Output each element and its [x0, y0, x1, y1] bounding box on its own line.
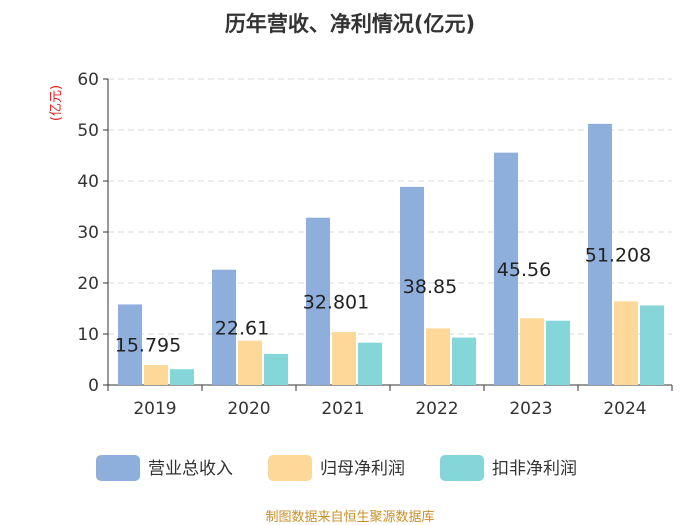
- y-axis-unit-label: (亿元): [49, 85, 64, 121]
- y-tick-label: 30: [77, 223, 99, 243]
- data-label-2023: 45.56: [497, 259, 551, 281]
- bar-扣非净利润-2019: [170, 369, 194, 385]
- bar-营业总收入-2020: [212, 269, 236, 385]
- legend: 营业总收入 归母净利润 扣非净利润: [96, 455, 577, 481]
- y-tick-label: 0: [88, 376, 99, 396]
- data-label-2024: 51.208: [585, 244, 651, 266]
- bar-扣非净利润-2022: [452, 337, 476, 385]
- y-tick-label: 20: [77, 274, 99, 294]
- x-tick-label: 2022: [415, 399, 458, 419]
- y-tick-label: 60: [77, 70, 99, 90]
- bar-归母净利润-2024: [614, 301, 638, 385]
- bar-归母净利润-2021: [332, 331, 356, 385]
- chart-title: 历年营收、净利情况(亿元): [224, 12, 476, 36]
- bar-扣非净利润-2024: [640, 305, 664, 385]
- data-label-2021: 32.801: [303, 291, 369, 313]
- y-tick-label: 10: [77, 325, 99, 345]
- axes: 0 10 20 30 40 50 60 2019 2020 2021 2022 2023 2024: [77, 70, 673, 419]
- x-tick-label: 2023: [509, 399, 552, 419]
- x-tick-label: 2024: [603, 399, 646, 419]
- x-tick-label: 2019: [133, 399, 176, 419]
- legend-label: 归母净利润: [320, 459, 405, 479]
- legend-label: 营业总收入: [148, 459, 233, 479]
- y-tick-label: 50: [77, 121, 99, 141]
- data-label-2022: 38.85: [403, 276, 457, 298]
- bars: [118, 123, 664, 385]
- data-label-2020: 22.61: [215, 317, 269, 339]
- bar-归母净利润-2019: [144, 365, 168, 385]
- bar-营业总收入-2024: [588, 123, 612, 385]
- legend-swatch: [268, 455, 312, 481]
- source-note: 制图数据来自恒生聚源数据库: [265, 510, 435, 525]
- bar-扣非净利润-2020: [264, 353, 288, 385]
- data-label-2019: 15.795: [115, 335, 181, 357]
- data-labels: 15.795 22.61 32.801 38.85 45.56 51.208: [115, 244, 651, 356]
- gridlines: [108, 78, 672, 335]
- legend-label: 扣非净利润: [492, 459, 577, 479]
- bar-营业总收入-2023: [494, 152, 518, 385]
- legend-swatch: [96, 455, 140, 481]
- bar-营业总收入-2021: [306, 217, 330, 385]
- x-tick-label: 2020: [227, 399, 270, 419]
- legend-swatch: [440, 455, 484, 481]
- bar-扣非净利润-2023: [546, 320, 570, 385]
- bar-营业总收入-2022: [400, 186, 424, 385]
- bar-归母净利润-2020: [238, 340, 262, 385]
- bar-营业总收入-2019: [118, 304, 142, 385]
- x-tick-label: 2021: [321, 399, 364, 419]
- bar-归母净利润-2022: [426, 328, 450, 385]
- bar-归母净利润-2023: [520, 318, 544, 385]
- bar-扣非净利润-2021: [358, 342, 382, 385]
- y-tick-label: 40: [77, 172, 99, 192]
